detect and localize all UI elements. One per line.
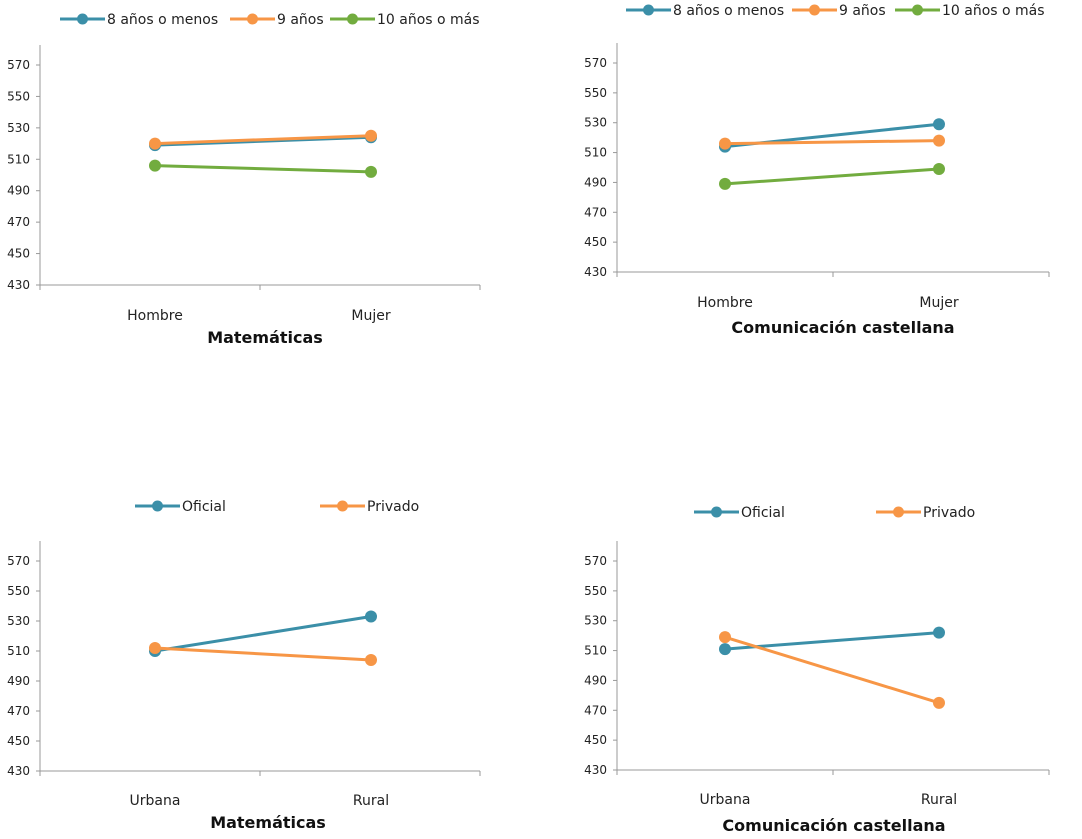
line-chart: 430 450 470 490 510 530 550 570 Hombre Mujer Matem… xyxy=(0,0,541,420)
y-tick-label: 550 xyxy=(584,86,607,100)
data-point xyxy=(149,138,161,150)
x-tick-label: Urbana xyxy=(700,792,751,808)
series-line xyxy=(725,141,939,144)
y-tick-label: 450 xyxy=(7,734,30,748)
data-point xyxy=(933,118,945,130)
legend-marker xyxy=(152,501,163,512)
line-chart: 430 450 470 490 510 530 550 570 Urbana Rural Comun… xyxy=(541,420,1082,839)
y-tick-label: 490 xyxy=(584,175,607,189)
data-point xyxy=(933,135,945,147)
y-tick-label: 530 xyxy=(584,116,607,130)
chart-title: Matemáticas xyxy=(210,813,326,832)
y-tick-label: 430 xyxy=(584,265,607,279)
chart-title: Comunicación castellana xyxy=(731,318,954,337)
y-tick-label: 510 xyxy=(7,644,30,658)
series-line xyxy=(725,169,939,184)
y-tick-label: 510 xyxy=(584,644,607,658)
y-tick-label: 450 xyxy=(584,733,607,747)
data-point xyxy=(365,611,377,623)
y-tick-label: 570 xyxy=(584,56,607,70)
chart-panel-3: 430 450 470 490 510 530 550 570 Urbana Rural Matem… xyxy=(0,420,541,839)
y-tick-label: 430 xyxy=(584,763,607,777)
y-tick-label: 450 xyxy=(584,235,607,249)
series-line xyxy=(155,617,371,652)
y-tick-label: 470 xyxy=(7,704,30,718)
y-tick-label: 530 xyxy=(7,121,30,135)
y-tick-label: 430 xyxy=(7,764,30,778)
chart-panel-1: 430 450 470 490 510 530 550 570 Hombre Mujer Matem… xyxy=(0,0,541,420)
data-point xyxy=(933,627,945,639)
data-point xyxy=(149,642,161,654)
legend-marker xyxy=(711,507,722,518)
legend-label: Oficial xyxy=(182,499,226,515)
x-tick-label: Hombre xyxy=(127,308,183,324)
data-point xyxy=(933,163,945,175)
y-tick-label: 490 xyxy=(7,674,30,688)
x-tick-label: Rural xyxy=(921,792,957,808)
y-tick-label: 470 xyxy=(7,215,30,229)
legend-label: Privado xyxy=(367,499,419,515)
series-line xyxy=(155,166,371,172)
legend-marker xyxy=(912,5,923,16)
series-line xyxy=(155,648,371,660)
legend-label: 10 años o más xyxy=(942,3,1045,19)
line-chart: 430 450 470 490 510 530 550 570 Hombre Mujer Comun… xyxy=(541,0,1082,420)
x-tick-label: Rural xyxy=(353,793,389,809)
y-tick-label: 530 xyxy=(7,614,30,628)
data-point xyxy=(365,130,377,142)
data-point xyxy=(365,166,377,178)
y-tick-label: 570 xyxy=(7,554,30,568)
y-tick-label: 490 xyxy=(7,184,30,198)
legend-label: 8 años o menos xyxy=(107,12,218,28)
legend-label: 8 años o menos xyxy=(673,3,784,19)
x-tick-label: Mujer xyxy=(919,295,958,311)
y-tick-label: 550 xyxy=(7,584,30,598)
y-tick-label: 470 xyxy=(584,703,607,717)
data-point xyxy=(719,138,731,150)
legend-marker xyxy=(247,14,258,25)
data-point xyxy=(719,178,731,190)
legend-marker xyxy=(347,14,358,25)
y-tick-label: 430 xyxy=(7,278,30,292)
y-tick-label: 490 xyxy=(584,673,607,687)
data-point xyxy=(149,160,161,172)
chart-title: Comunicación castellana xyxy=(722,816,945,835)
line-chart: 430 450 470 490 510 530 550 570 Urbana Rural Matem… xyxy=(0,420,541,839)
legend-marker xyxy=(77,14,88,25)
y-tick-label: 450 xyxy=(7,247,30,261)
series-line xyxy=(725,637,939,703)
legend-marker xyxy=(643,5,654,16)
legend-marker xyxy=(893,507,904,518)
legend-marker xyxy=(809,5,820,16)
data-point xyxy=(719,643,731,655)
legend-label: 10 años o más xyxy=(377,12,480,28)
chart-panel-4: 430 450 470 490 510 530 550 570 Urbana Rural Comun… xyxy=(541,420,1082,839)
chart-title: Matemáticas xyxy=(207,328,323,347)
data-point xyxy=(933,697,945,709)
y-tick-label: 510 xyxy=(7,152,30,166)
data-point xyxy=(719,631,731,643)
x-tick-label: Urbana xyxy=(130,793,181,809)
legend-label: 9 años xyxy=(839,3,886,19)
legend-label: Privado xyxy=(923,505,975,521)
y-tick-label: 470 xyxy=(584,205,607,219)
x-tick-label: Hombre xyxy=(697,295,753,311)
x-tick-label: Mujer xyxy=(351,308,390,324)
y-tick-label: 570 xyxy=(584,554,607,568)
y-tick-label: 550 xyxy=(584,584,607,598)
legend-marker xyxy=(337,501,348,512)
legend-label: 9 años xyxy=(277,12,324,28)
y-tick-label: 530 xyxy=(584,614,607,628)
legend-label: Oficial xyxy=(741,505,785,521)
y-tick-label: 510 xyxy=(584,146,607,160)
chart-panel-2: 430 450 470 490 510 530 550 570 Hombre Mujer Comun… xyxy=(541,0,1082,420)
data-point xyxy=(365,654,377,666)
y-tick-label: 570 xyxy=(7,58,30,72)
y-tick-label: 550 xyxy=(7,89,30,103)
